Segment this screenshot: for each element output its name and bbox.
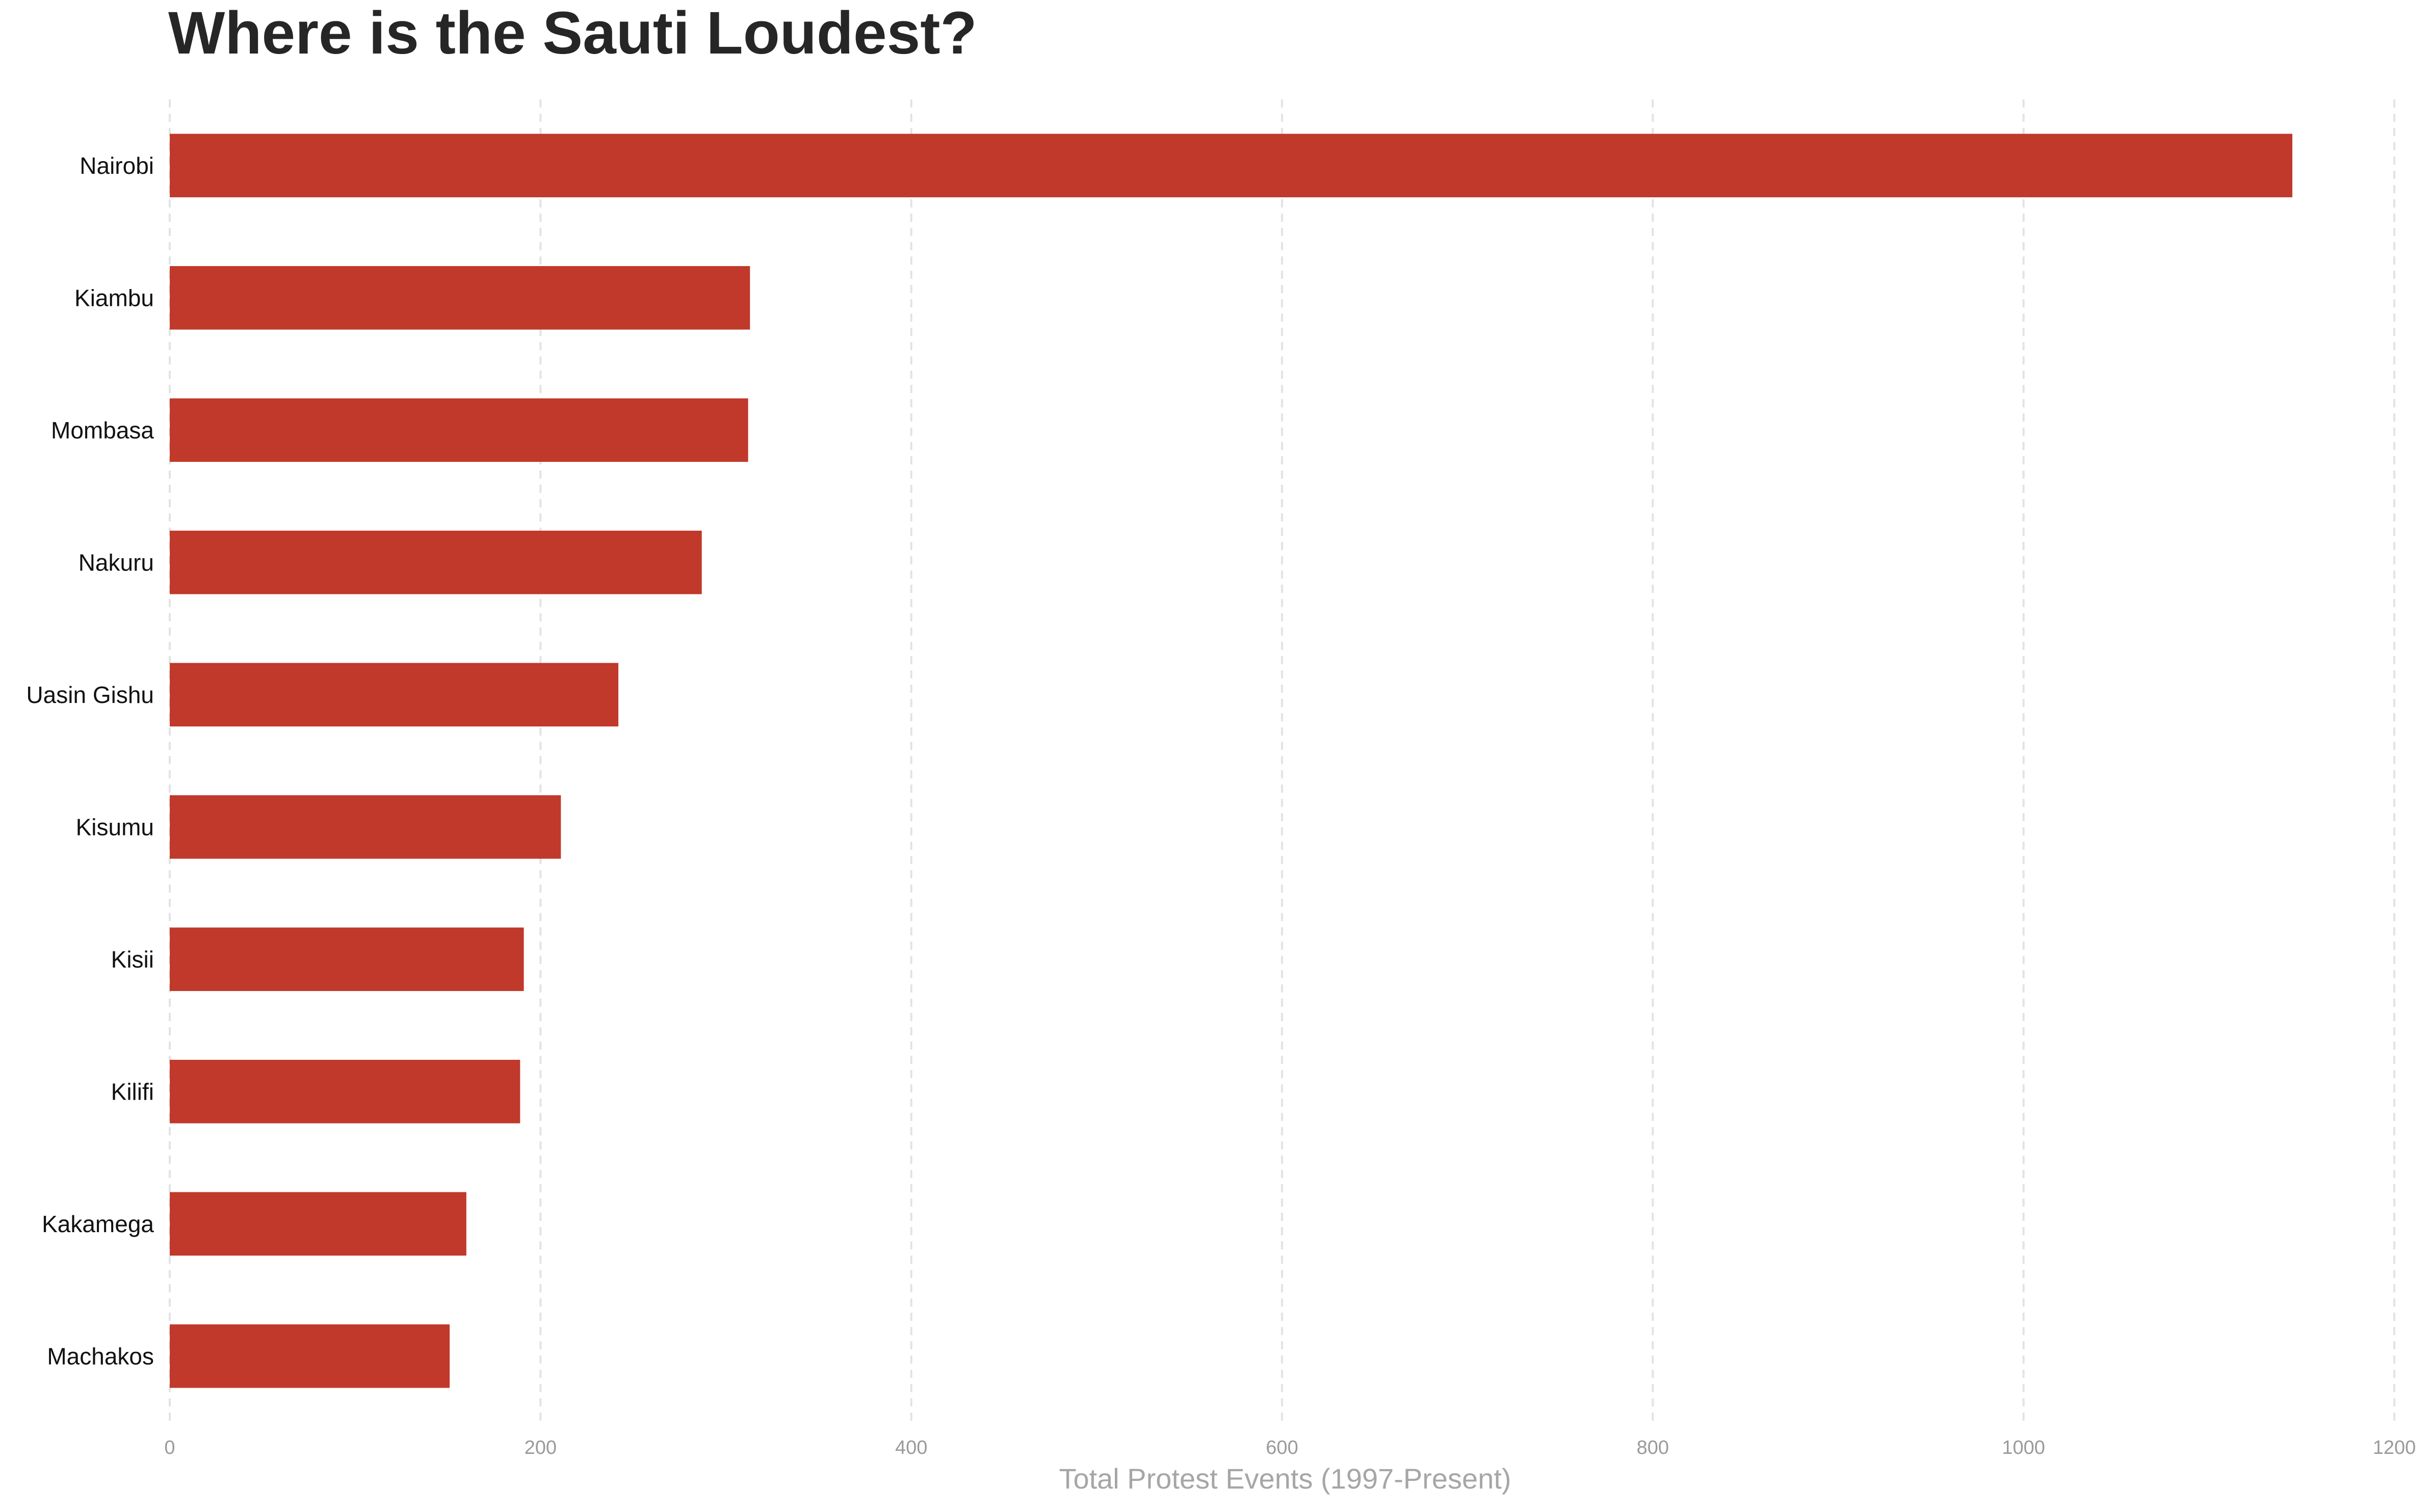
bar-mombasa	[170, 398, 748, 462]
x-tick-label: 0	[164, 1437, 175, 1458]
x-tick-label: 1200	[2373, 1437, 2416, 1458]
y-axis-tick-labels: Nairobi Kiambu Mombasa Nakuru Uasin Gishu Kis…	[26, 152, 154, 1370]
bar-nairobi	[170, 134, 2292, 198]
y-tick-label: Kisii	[111, 946, 154, 973]
x-axis-tick-labels: 0 200 400 600 800 1000 1200	[164, 1437, 2416, 1458]
x-tick-label: 600	[1266, 1437, 1298, 1458]
y-tick-label: Kakamega	[42, 1211, 154, 1237]
x-axis-label: Total Protest Events (1997-Present)	[1059, 1463, 1511, 1495]
y-tick-label: Nakuru	[79, 549, 154, 576]
x-tick-label: 200	[525, 1437, 557, 1458]
y-tick-label: Machakos	[47, 1343, 154, 1369]
bar-kisumu	[170, 795, 561, 859]
bar-kiambu	[170, 266, 750, 330]
y-tick-label: Kilifi	[111, 1078, 154, 1105]
x-tick-label: 400	[895, 1437, 927, 1458]
y-tick-label: Mombasa	[51, 417, 154, 444]
y-tick-label: Kisumu	[76, 814, 154, 840]
bar-uasin-gishu	[170, 663, 619, 727]
y-tick-label: Uasin Gishu	[26, 682, 154, 708]
chart-title: Where is the Sauti Loudest?	[168, 0, 977, 67]
bars	[170, 134, 2292, 1388]
y-tick-label: Nairobi	[80, 152, 154, 179]
x-tick-label: 1000	[2002, 1437, 2045, 1458]
bar-machakos	[170, 1324, 450, 1388]
bar-nakuru	[170, 530, 702, 594]
x-tick-label: 800	[1637, 1437, 1669, 1458]
bar-kisii	[170, 927, 524, 992]
y-tick-label: Kiambu	[74, 284, 154, 311]
bar-kilifi	[170, 1059, 520, 1124]
bar-kakamega	[170, 1192, 466, 1256]
